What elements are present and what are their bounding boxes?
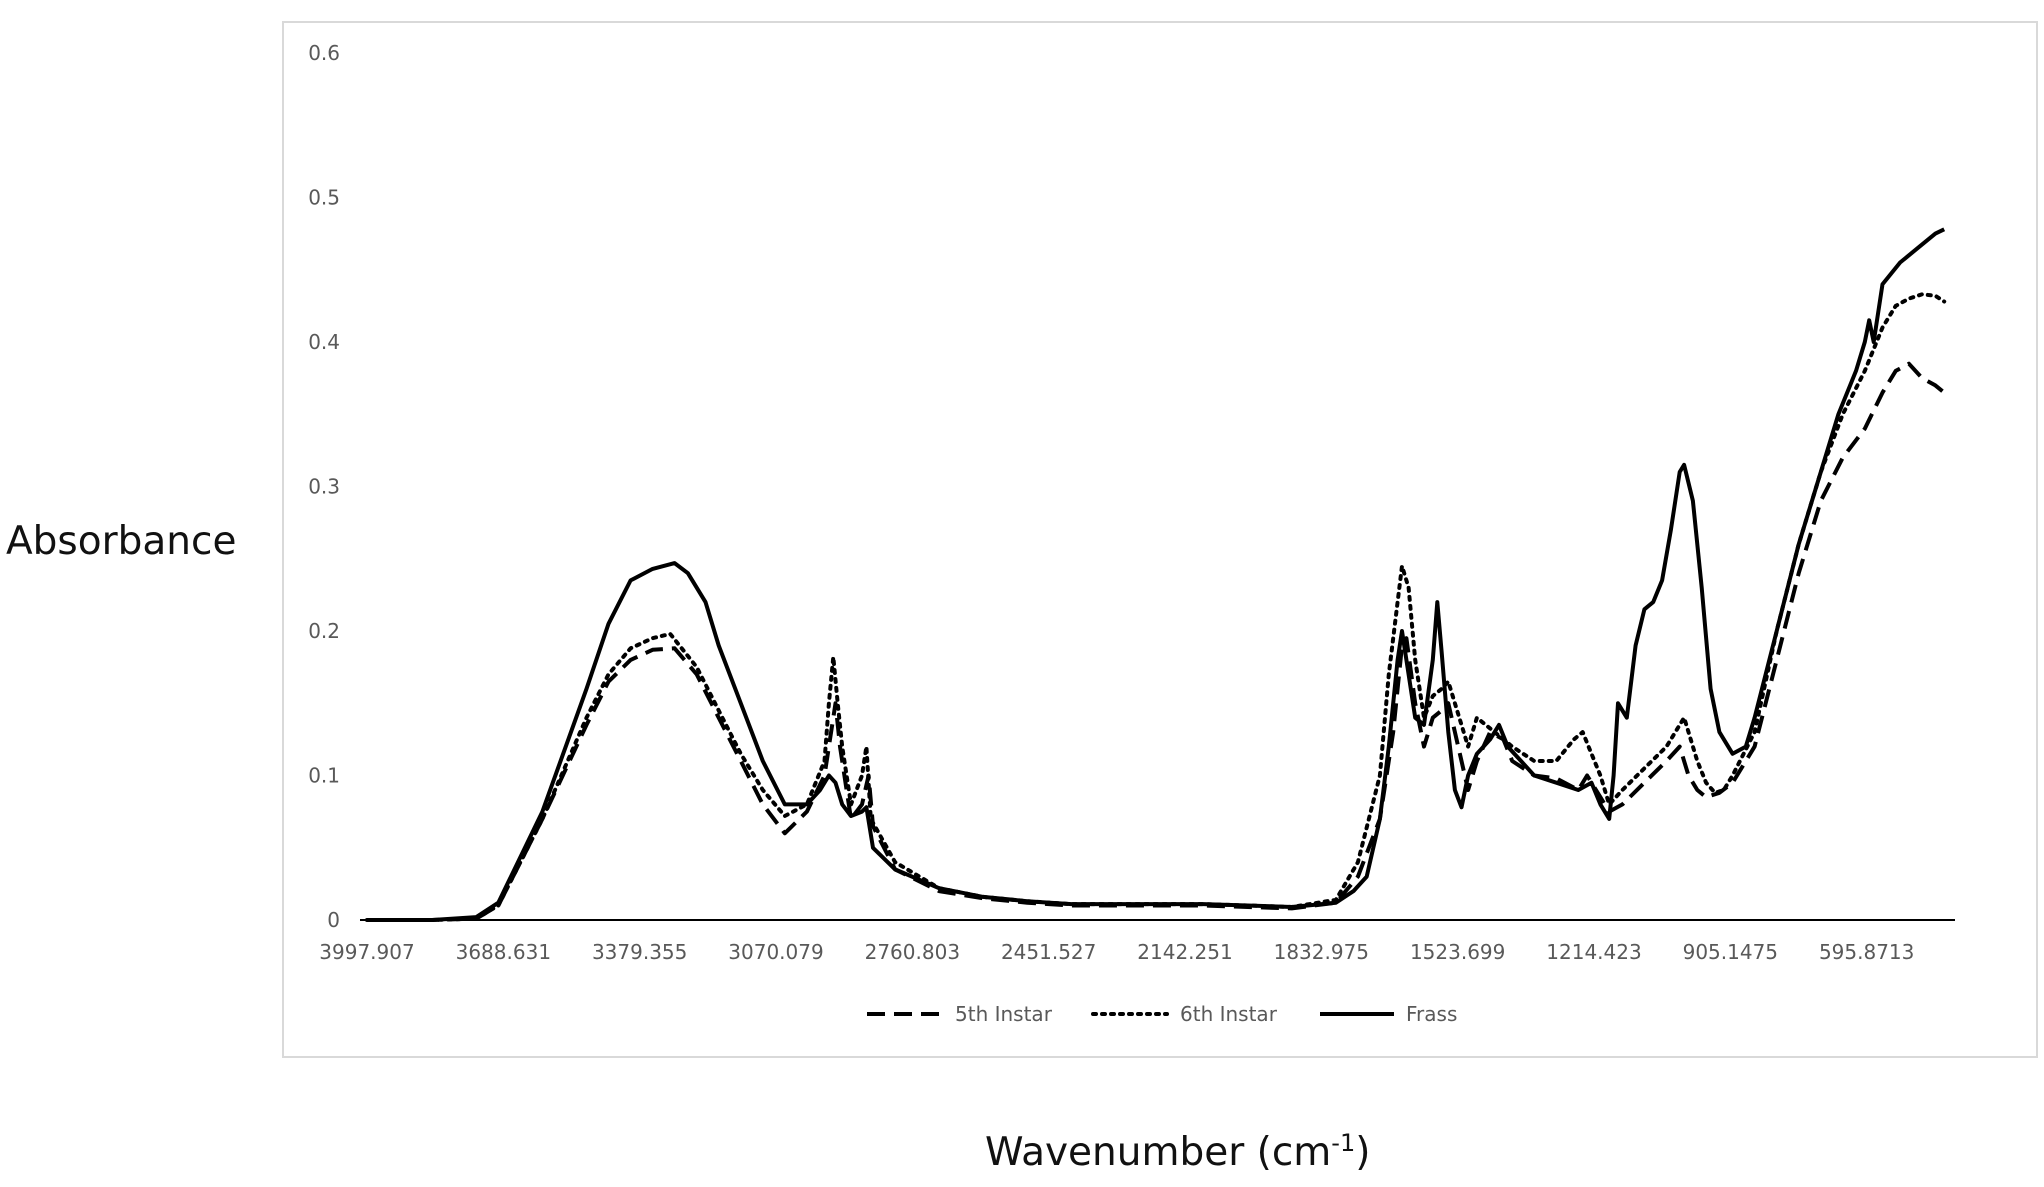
x-tick-label: 1523.699: [1410, 940, 1505, 964]
y-axis-label: Absorbance: [6, 519, 236, 564]
y-tick-label: 0.1: [308, 764, 340, 788]
y-tick-label: 0: [327, 908, 340, 932]
y-axis-ticks: 0 0.1 0.2 0.3 0.4 0.5 0.6: [308, 41, 340, 932]
x-axis-label-sup: -1: [1331, 1129, 1355, 1157]
legend-label: 6th Instar: [1180, 1002, 1278, 1026]
x-axis-label: Wavenumber (cm-1): [985, 1129, 1370, 1175]
x-tick-label: 1832.975: [1274, 940, 1369, 964]
y-tick-label: 0.4: [308, 330, 340, 354]
y-tick-label: 0.3: [308, 475, 340, 499]
x-axis-label-close: ): [1355, 1130, 1370, 1175]
y-tick-label: 0.5: [308, 186, 340, 210]
x-tick-label: 3997.907: [319, 940, 414, 964]
series-lines: [365, 227, 1947, 922]
x-tick-label: 2760.803: [865, 940, 960, 964]
chart-area-border: [282, 21, 2038, 1058]
x-tick-label: 3070.079: [728, 940, 823, 964]
x-tick-label: 3379.355: [592, 940, 687, 964]
series-line-frass: [367, 227, 1946, 922]
legend-label: Frass: [1406, 1002, 1457, 1026]
legend: 5th Instar 6th Instar Frass: [867, 1002, 1457, 1026]
x-tick-label: 595.8713: [1819, 940, 1914, 964]
y-tick-label: 0.6: [308, 41, 340, 65]
x-tick-label: 2451.527: [1001, 940, 1096, 964]
x-tick-label: 2142.251: [1137, 940, 1232, 964]
y-tick-label: 0.2: [308, 619, 340, 643]
x-axis-label-main: Wavenumber (cm: [985, 1130, 1331, 1175]
x-tick-label: 1214.423: [1546, 940, 1641, 964]
series-line-6th-instar: [365, 292, 1947, 922]
x-axis-ticks: 3997.907 3688.631 3379.355 3070.079 2760.803…: [319, 940, 1914, 964]
x-tick-label: 3688.631: [456, 940, 551, 964]
x-tick-label: 905.1475: [1683, 940, 1778, 964]
legend-label: 5th Instar: [955, 1002, 1053, 1026]
